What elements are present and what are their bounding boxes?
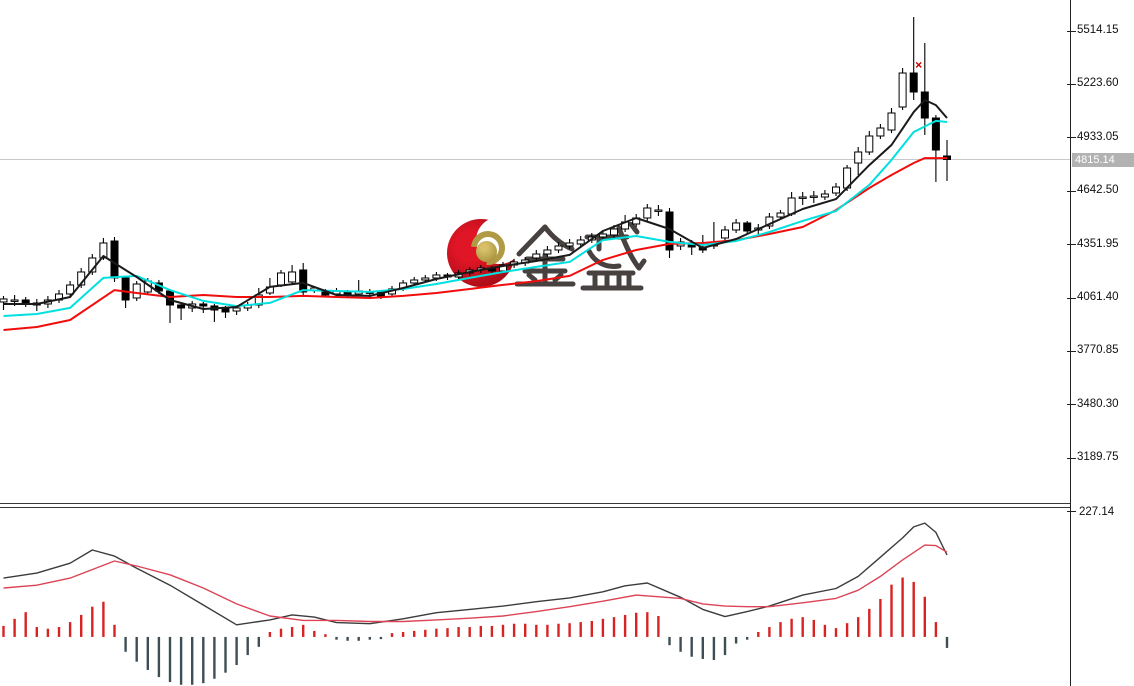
candle-body [66, 284, 75, 295]
panel-separator[interactable] [0, 503, 1134, 508]
candle-body [909, 72, 918, 93]
price-tick-mark [1067, 190, 1076, 192]
candle-body [576, 239, 585, 245]
candle-body [254, 294, 263, 306]
candle-body [499, 264, 507, 272]
candle-body [565, 242, 574, 247]
macd-indicator-chart[interactable] [0, 508, 1070, 686]
candle-body [832, 186, 840, 194]
sell-marker-icon [915, 61, 922, 68]
candle-body [288, 271, 297, 283]
price-tick-mark [1067, 457, 1076, 459]
ma-fast-line [3, 99, 948, 310]
ma-mid-line [3, 119, 948, 317]
candle-body [809, 195, 818, 198]
candle-body [654, 209, 663, 212]
current-price-badge: 4815.14 [1072, 152, 1134, 167]
candle-body [787, 197, 796, 215]
candle-body [598, 233, 607, 238]
price-axis-label: 4642.50 [1077, 184, 1119, 197]
candle-body [299, 269, 308, 293]
price-tick-mark [1067, 350, 1076, 352]
price-axis-label: 4351.95 [1077, 237, 1119, 250]
macd-line [3, 522, 948, 626]
candle-body [10, 299, 19, 302]
signal-line [3, 544, 948, 623]
candle-body [876, 127, 885, 137]
candle-body [920, 91, 929, 119]
candle-body [532, 253, 541, 259]
candle-body [643, 207, 652, 219]
price-tick-mark [1067, 83, 1076, 85]
candle-body [21, 299, 30, 304]
watermark-logo-gold-ball [476, 241, 497, 262]
ma-slow-line [3, 157, 947, 331]
candle-body [121, 277, 130, 301]
price-tick-mark [1067, 297, 1076, 299]
candle-body [798, 196, 807, 199]
candle-body [232, 307, 241, 312]
candle-body [854, 151, 863, 164]
price-tick-mark [1067, 404, 1076, 406]
candle-body [410, 279, 419, 284]
candle-body [99, 242, 108, 259]
candle-body [865, 135, 874, 153]
indicator-tick-mark [1067, 511, 1076, 513]
price-tick-mark [1067, 244, 1076, 246]
price-tick-mark [1067, 137, 1076, 139]
candle-body [776, 212, 785, 218]
candle-body [110, 240, 119, 279]
candle-body [887, 112, 896, 131]
price-axis: 4815.14 227.14 5514.15 5223.60 4933.05 4642… [1067, 0, 1134, 686]
candle-body [820, 193, 829, 198]
candle-body [610, 228, 618, 236]
candle-body [177, 304, 186, 309]
candle-body [743, 222, 752, 232]
candle-body [421, 277, 430, 281]
candle-body [132, 283, 141, 299]
price-axis-label: 4061.40 [1077, 291, 1119, 304]
price-axis-label: 5514.15 [1077, 24, 1119, 36]
candle-body [898, 72, 907, 108]
price-axis-label: 4933.05 [1077, 130, 1119, 143]
price-axis-label: 3480.30 [1077, 397, 1119, 410]
price-axis-label: 3770.85 [1077, 344, 1119, 357]
price-axis-label: 3189.75 [1077, 451, 1119, 464]
candle-body [277, 272, 285, 286]
candle-body [732, 222, 741, 231]
candle-body [543, 249, 552, 255]
main-candlestick-chart[interactable] [0, 0, 1070, 503]
candle-body [554, 245, 563, 251]
candle-body [0, 298, 8, 303]
price-axis-label: 5223.60 [1077, 77, 1119, 90]
price-tick-mark [1067, 30, 1076, 32]
indicator-level-label: 227.14 [1079, 505, 1115, 518]
candle-body [199, 303, 208, 307]
candle-body [721, 229, 729, 239]
candle-body [931, 117, 940, 151]
candle-body [221, 308, 230, 313]
